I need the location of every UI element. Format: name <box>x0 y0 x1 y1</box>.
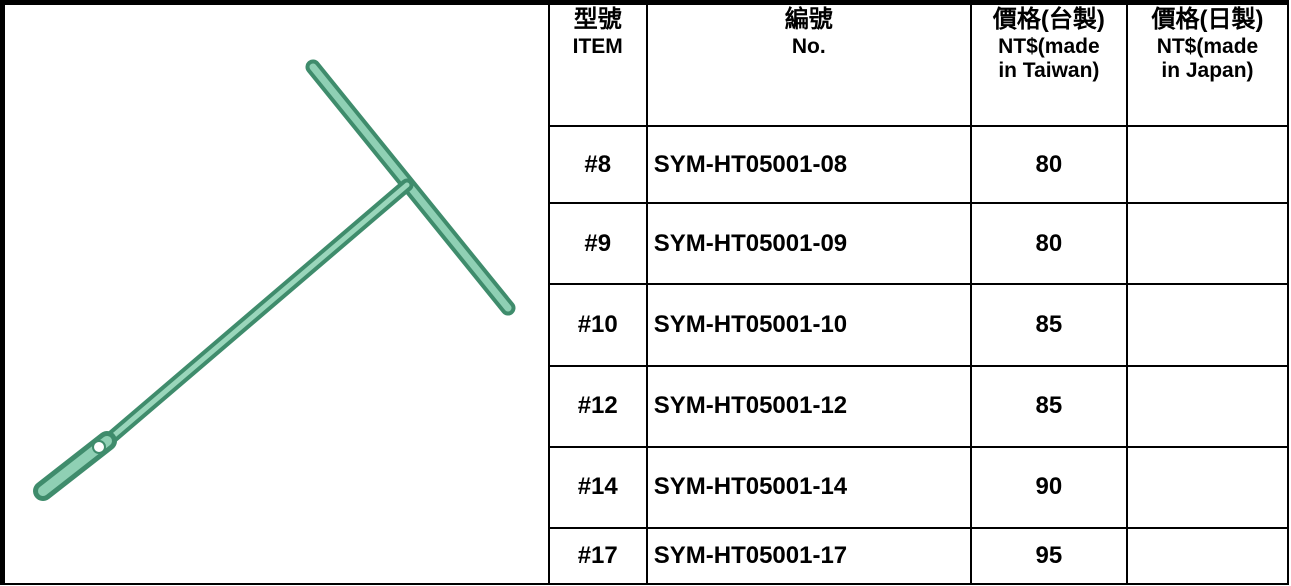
price-japan-cell <box>1125 283 1290 367</box>
header-cell: 型號 ITEM <box>547 0 648 127</box>
product-image-cell <box>0 0 550 585</box>
item-row: #17 SYM-HT05001-17 95 <box>3 527 1290 585</box>
header-line: 價格(日製) <box>1151 6 1264 33</box>
price-cell: 80 <box>969 202 1128 286</box>
header-line: ITEM <box>572 35 623 58</box>
header-line: NT$(made <box>1156 35 1259 58</box>
item-cell: #10 <box>547 283 648 367</box>
price-japan-cell <box>1125 364 1290 448</box>
item-cell: #14 <box>547 445 648 530</box>
header-line: 型號 <box>573 6 622 33</box>
item-row: #9 SYM-HT05001-09 80 <box>3 202 1290 286</box>
code-cell: SYM-HT05001-08 <box>645 124 972 205</box>
header-line: No. <box>791 35 826 58</box>
item-cell: #12 <box>547 364 648 448</box>
header-line: 價格(台製) <box>992 6 1105 33</box>
item-cell: #9 <box>547 202 648 286</box>
price-cell: 90 <box>969 445 1128 530</box>
item-row: #10 SYM-HT05001-10 85 <box>3 283 1290 367</box>
price-japan-cell <box>1125 124 1290 205</box>
price-japan-cell <box>1125 202 1290 286</box>
code-cell: SYM-HT05001-17 <box>645 527 972 585</box>
price-japan-cell <box>1125 445 1290 530</box>
header-line: 編號 <box>784 6 833 33</box>
price-japan-cell <box>1125 527 1290 585</box>
header-line: in Japan) <box>1161 59 1254 82</box>
header-cell: 編號 No. <box>645 0 972 127</box>
code-cell: SYM-HT05001-09 <box>645 202 972 286</box>
price-cell: 85 <box>969 364 1128 448</box>
item-cell: #8 <box>547 124 648 205</box>
code-cell: SYM-HT05001-12 <box>645 364 972 448</box>
header-cell: 價格(台製) NT$(made in Taiwan) <box>969 0 1128 127</box>
header-line: in Taiwan) <box>998 59 1100 82</box>
header-line: NT$(made <box>998 35 1100 58</box>
item-cell: #17 <box>547 527 648 585</box>
item-row: #14 SYM-HT05001-14 90 <box>3 445 1290 530</box>
header-cell: 價格(日製) NT$(made in Japan) <box>1125 0 1290 127</box>
item-row: #12 SYM-HT05001-12 85 <box>3 364 1290 448</box>
item-row: #8 SYM-HT05001-08 80 <box>3 124 1290 205</box>
price-cell: 85 <box>969 283 1128 367</box>
t-wrench-illustration <box>33 59 516 501</box>
price-cell: 95 <box>969 527 1128 585</box>
price-cell: 80 <box>969 124 1128 205</box>
code-cell: SYM-HT05001-14 <box>645 445 972 530</box>
code-cell: SYM-HT05001-10 <box>645 283 972 367</box>
